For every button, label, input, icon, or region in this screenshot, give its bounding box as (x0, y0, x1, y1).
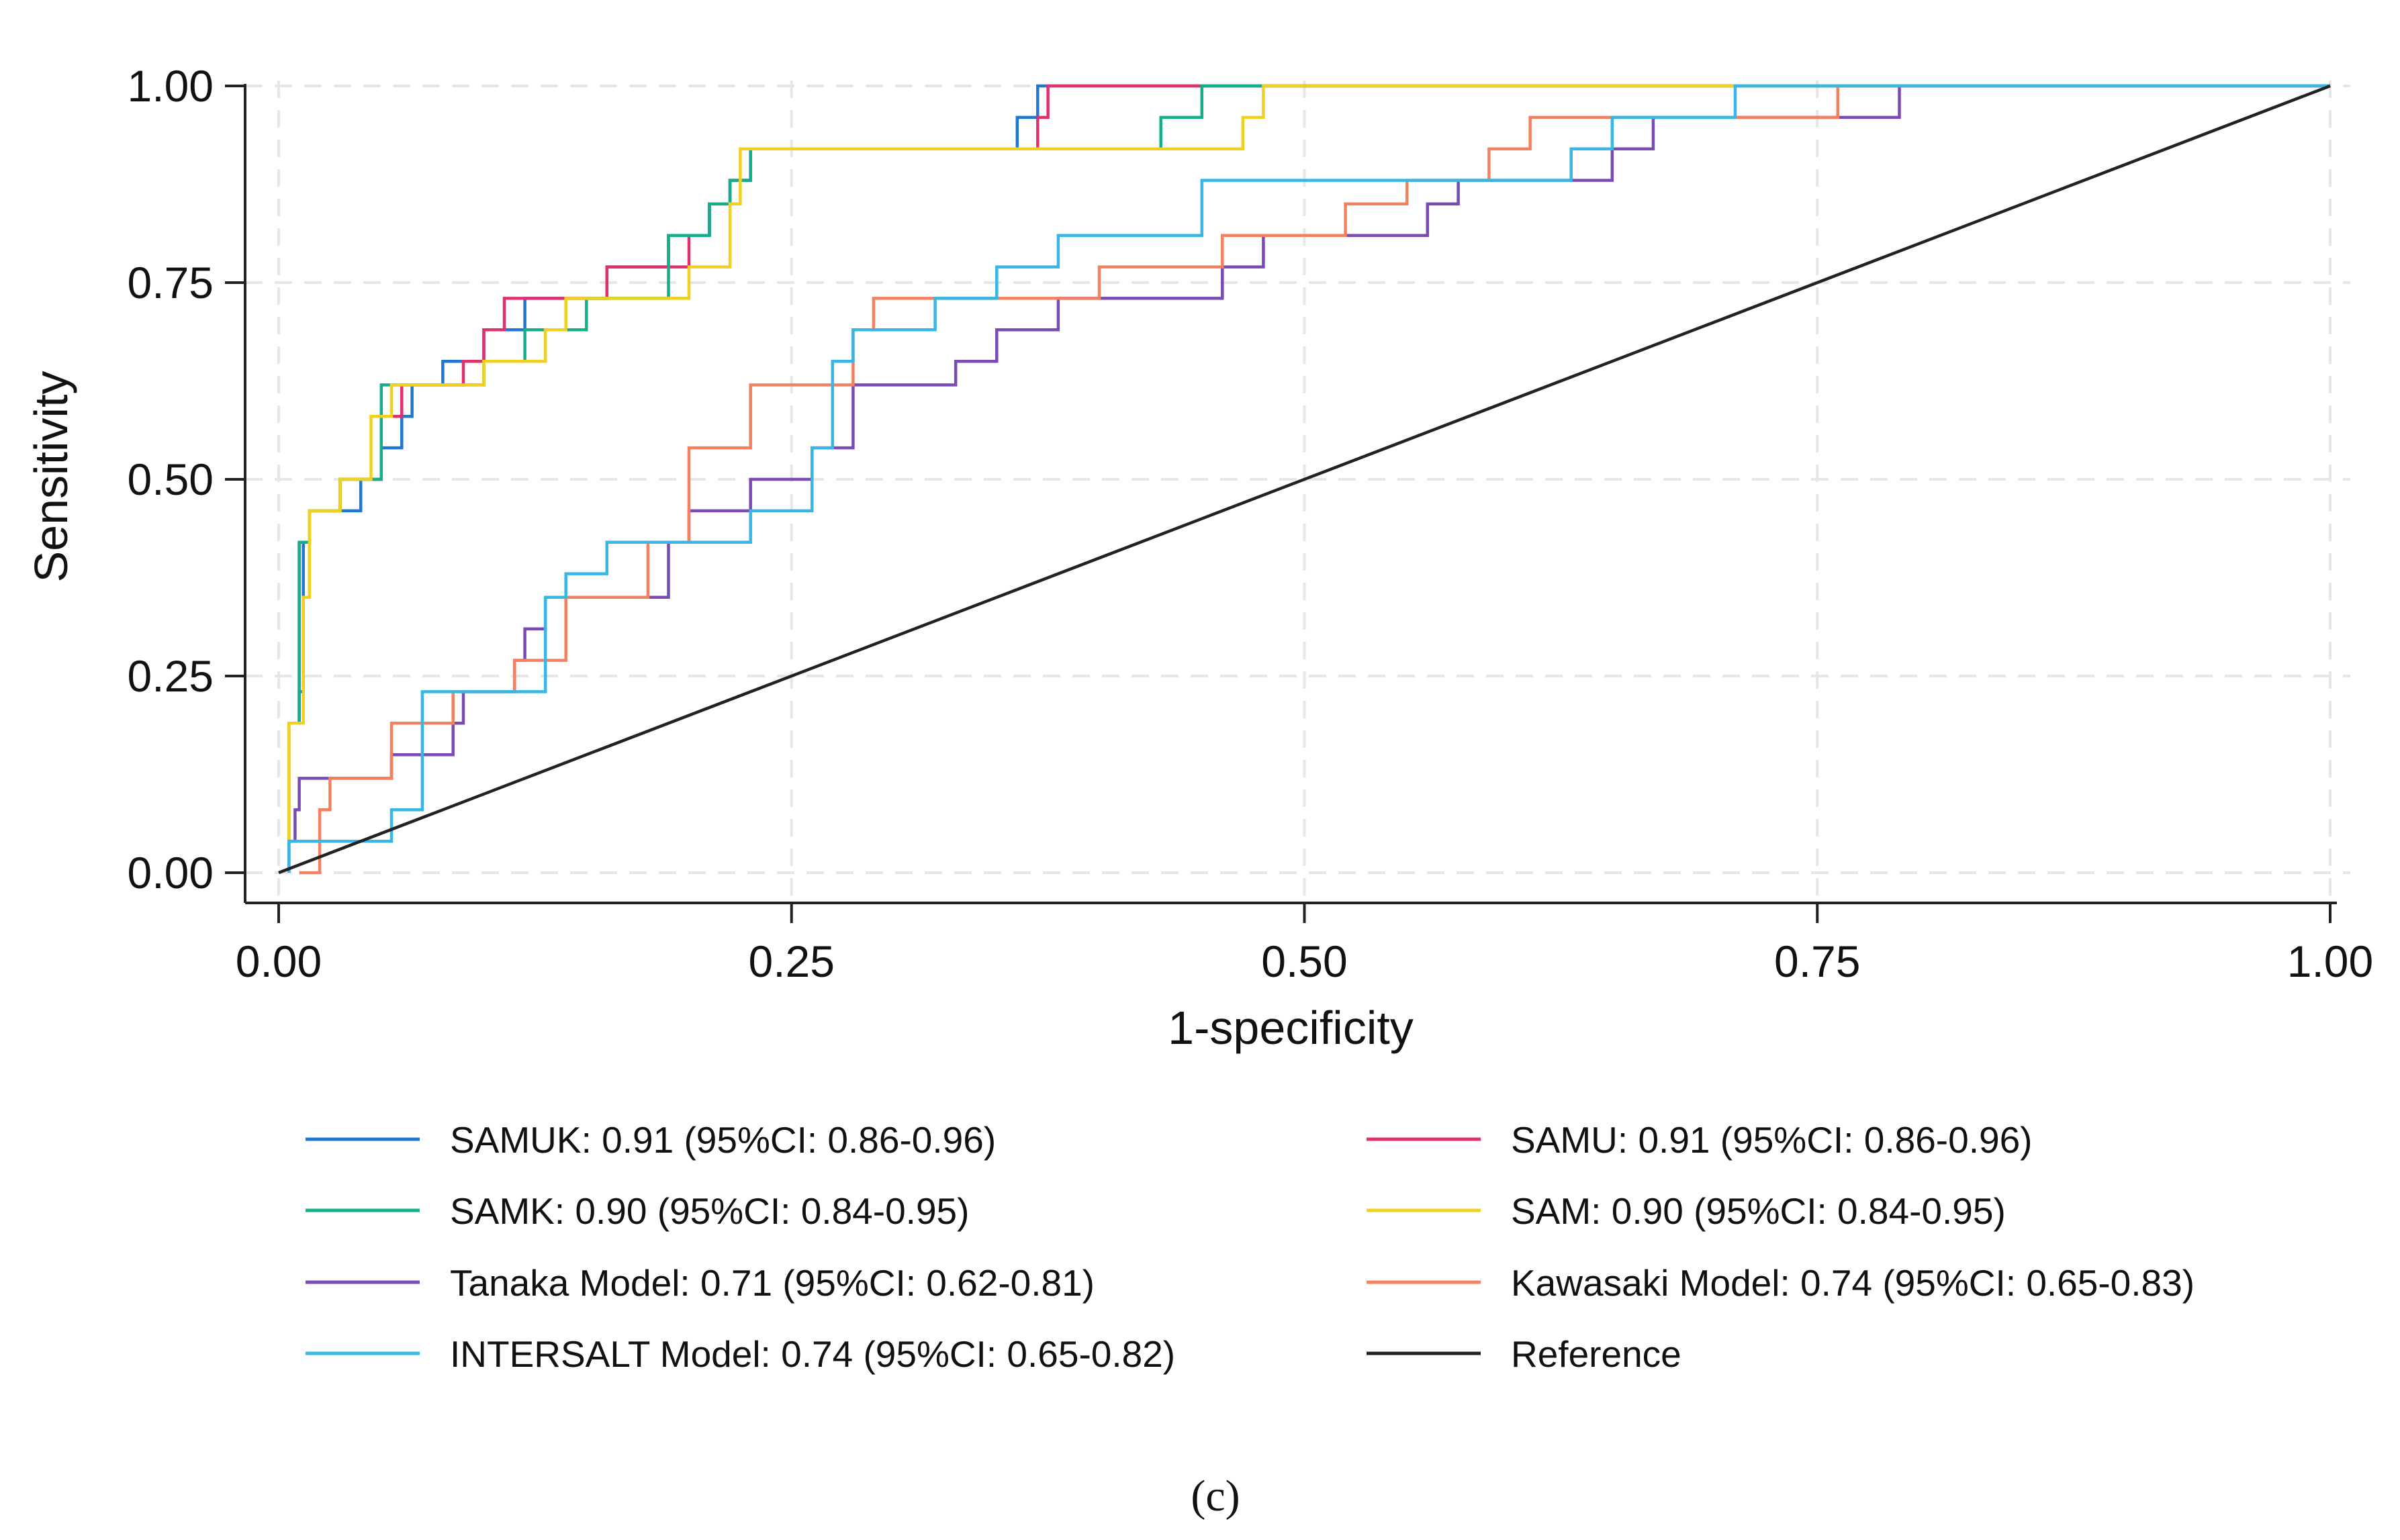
y-tick-label: 1.00 (128, 61, 214, 111)
legend: SAMUK: 0.91 (95%CI: 0.86-0.96) SAMK: 0.90… (306, 1119, 2195, 1375)
y-tick-label: 0.00 (128, 848, 214, 898)
legend-label: INTERSALT Model: 0.74 (95%CI: 0.65-0.82) (450, 1333, 1175, 1375)
series-lines (278, 84, 2331, 875)
x-tick-label: 1.00 (2287, 936, 2373, 986)
legend-item: SAMU: 0.91 (95%CI: 0.86-0.96) (1367, 1119, 2032, 1161)
y-tick-label: 0.25 (128, 651, 214, 701)
y-tick-label: 0.75 (128, 258, 214, 307)
legend-item: Tanaka Model: 0.71 (95%CI: 0.62-0.81) (306, 1262, 1095, 1304)
y-tick-label: 0.50 (128, 454, 214, 504)
legend-item: SAMUK: 0.91 (95%CI: 0.86-0.96) (306, 1119, 996, 1161)
grid-lines (245, 81, 2350, 903)
axes (225, 84, 2337, 923)
x-tick-label: 0.25 (749, 936, 835, 986)
x-axis-title: 1-specificity (1168, 1002, 1414, 1054)
legend-item: SAM: 0.90 (95%CI: 0.84-0.95) (1367, 1190, 2006, 1232)
x-tick-label: 0.50 (1261, 936, 1347, 986)
x-tick-labels: 0.00 0.25 0.50 0.75 1.00 (236, 936, 2373, 986)
legend-label: Tanaka Model: 0.71 (95%CI: 0.62-0.81) (450, 1262, 1095, 1304)
legend-item: Reference (1367, 1333, 1681, 1375)
series-line-7 (278, 84, 2331, 875)
x-tick-label: 0.75 (1774, 936, 1860, 986)
x-tick-label: 0.00 (236, 936, 322, 986)
legend-label: Reference (1511, 1333, 1681, 1375)
y-tick-labels: 0.00 0.25 0.50 0.75 1.00 (128, 61, 214, 898)
legend-item: SAMK: 0.90 (95%CI: 0.84-0.95) (306, 1190, 969, 1232)
legend-label: Kawasaki Model: 0.74 (95%CI: 0.65-0.83) (1511, 1262, 2195, 1304)
figure-caption: (c) (1191, 1472, 1240, 1521)
legend-item: Kawasaki Model: 0.74 (95%CI: 0.65-0.83) (1367, 1262, 2195, 1304)
y-axis-title: Sensitivity (25, 371, 77, 582)
series-line-3 (287, 84, 2330, 873)
legend-label: SAMUK: 0.91 (95%CI: 0.86-0.96) (450, 1119, 996, 1161)
series-line-6 (287, 84, 2330, 873)
legend-label: SAMK: 0.90 (95%CI: 0.84-0.95) (450, 1190, 969, 1232)
legend-label: SAMU: 0.91 (95%CI: 0.86-0.96) (1511, 1119, 2032, 1161)
legend-label: SAM: 0.90 (95%CI: 0.84-0.95) (1511, 1190, 2006, 1232)
legend-item: INTERSALT Model: 0.74 (95%CI: 0.65-0.82) (306, 1333, 1175, 1375)
